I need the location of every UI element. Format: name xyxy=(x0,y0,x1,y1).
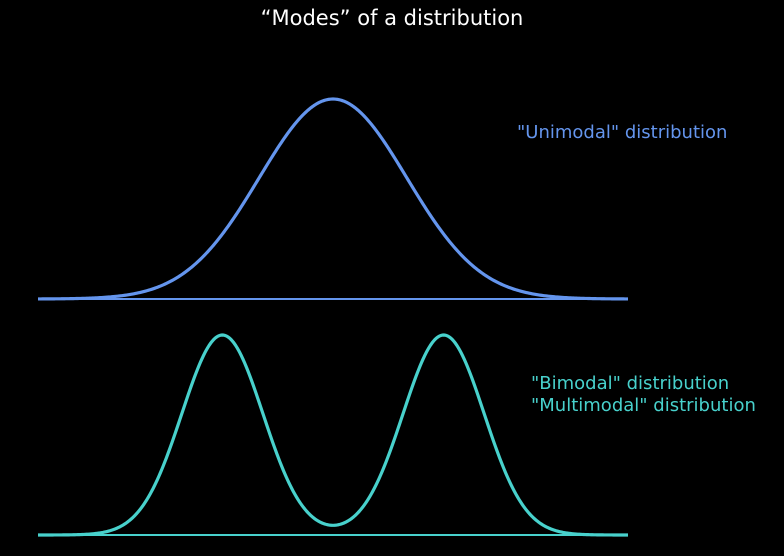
bimodal-label: "Bimodal" distribution xyxy=(531,373,730,394)
unimodal-label: "Unimodal" distribution xyxy=(517,122,728,143)
bimodal-curve xyxy=(37,333,629,537)
unimodal-curve xyxy=(37,97,629,301)
page-title: “Modes” of a distribution xyxy=(260,6,524,30)
multimodal-label: "Multimodal" distribution xyxy=(531,395,756,416)
